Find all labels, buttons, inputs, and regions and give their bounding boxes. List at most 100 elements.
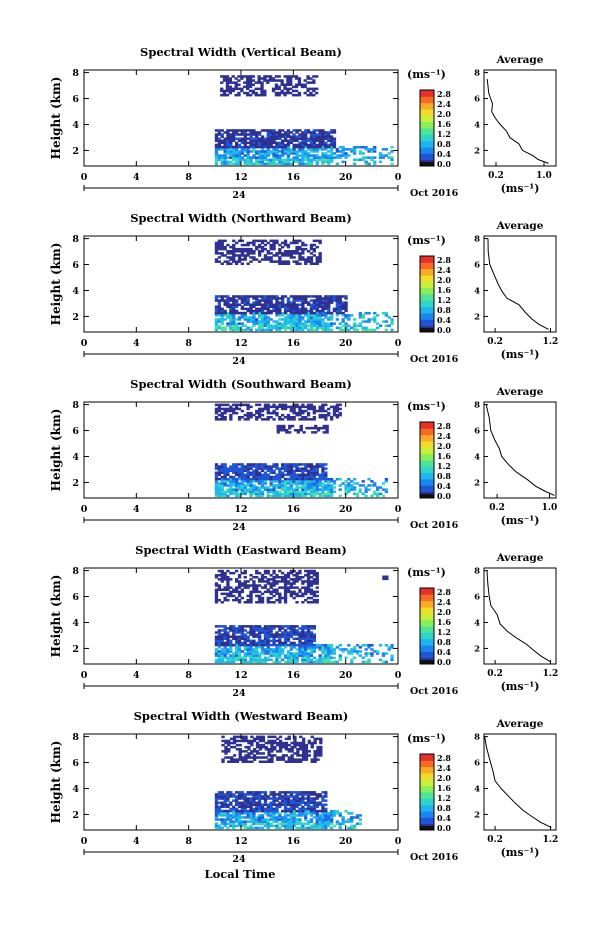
- heatmap-cell: [283, 254, 288, 257]
- heatmap-cell: [255, 297, 259, 300]
- x-tick-label: 8: [185, 338, 192, 349]
- heatmap-cell: [269, 297, 273, 300]
- heatmap-cell: [289, 131, 293, 134]
- heatmap-cell: [324, 297, 328, 300]
- heatmap-cell: [335, 156, 339, 159]
- heatmap-cell: [220, 580, 224, 583]
- heatmap-cell: [263, 475, 268, 479]
- heatmap-cell: [364, 660, 368, 664]
- heatmap-cell: [266, 639, 270, 643]
- heatmap-cell: [226, 592, 230, 596]
- heatmap-cell: [283, 322, 288, 325]
- heatmap-cell: [301, 631, 305, 634]
- heatmap-cell: [275, 299, 279, 302]
- heatmap-cell: [315, 816, 319, 819]
- heatmap-cell: [318, 252, 322, 255]
- heatmap-cell: [260, 809, 265, 813]
- heatmap-cell: [249, 627, 253, 630]
- heatmap-cell: [255, 494, 259, 498]
- heatmap-cell: [286, 143, 291, 147]
- heatmap-cell: [289, 656, 293, 659]
- heatmap-cell: [324, 416, 328, 419]
- heatmap-cell: [214, 805, 219, 809]
- heatmap-cell: [309, 322, 314, 325]
- heatmap-cell: [301, 162, 305, 166]
- heatmap-cell: [281, 631, 285, 634]
- heatmap-cell: [258, 141, 262, 145]
- heatmap-cell: [278, 637, 282, 640]
- heatmap-cell: [229, 814, 233, 817]
- heatmap-cell: [283, 320, 288, 323]
- heatmap-cell: [335, 405, 339, 409]
- heatmap-cell: [283, 801, 288, 804]
- heatmap-cell: [221, 758, 225, 761]
- heatmap-cell: [384, 480, 388, 483]
- heatmap-cell: [226, 648, 230, 651]
- heatmap-cell: [275, 411, 279, 415]
- heatmap-cell: [298, 245, 302, 249]
- heatmap-cell: [312, 93, 316, 97]
- heatmap-cell: [240, 152, 244, 155]
- colorbar-swatch: [420, 313, 434, 320]
- heatmap-cell: [272, 625, 276, 628]
- heatmap-cell: [361, 484, 365, 487]
- heatmap-cell: [252, 656, 256, 659]
- heatmap-cell: [301, 586, 305, 589]
- heatmap-cell: [249, 471, 253, 474]
- heatmap-cell: [298, 473, 302, 477]
- heatmap-cell: [252, 814, 256, 817]
- heatmap-cell: [309, 145, 314, 149]
- heatmap-cell: [229, 245, 233, 249]
- heatmap-cell: [332, 131, 337, 134]
- heatmap-cell: [275, 805, 279, 809]
- heatmap-cell: [272, 247, 276, 251]
- heatmap-cell: [306, 654, 311, 657]
- heatmap-cell: [240, 139, 244, 142]
- heatmap-cell: [266, 137, 270, 140]
- heatmap-cell: [286, 133, 291, 136]
- heatmap-cell: [306, 471, 311, 474]
- heatmap-cell: [275, 158, 279, 161]
- heatmap-cell: [325, 426, 329, 430]
- heatmap-cell: [335, 301, 339, 304]
- heatmap-cell: [283, 822, 288, 825]
- heatmap-cell: [263, 256, 268, 259]
- heatmap-cell: [324, 135, 328, 138]
- heatmap-cell: [315, 486, 319, 489]
- colorbar-swatch: [420, 434, 434, 442]
- heatmap-cell: [373, 328, 377, 332]
- colorbar-swatch: [420, 466, 434, 474]
- heatmap-cell: [312, 469, 316, 472]
- heatmap-cell: [227, 739, 231, 743]
- heatmap-cell: [235, 818, 239, 821]
- heatmap-cell: [309, 467, 314, 470]
- heatmap-cell: [309, 247, 314, 251]
- x-tick-label: 0: [81, 504, 88, 515]
- heatmap-cell: [347, 826, 351, 830]
- heatmap-cell: [214, 150, 219, 153]
- heatmap-cell: [318, 494, 322, 498]
- heatmap-cell: [321, 409, 325, 413]
- heatmap-cell: [220, 158, 224, 161]
- heatmap-cell: [220, 314, 224, 317]
- heatmap-cell: [237, 403, 242, 407]
- heatmap-cell: [243, 91, 247, 95]
- heatmap-cell: [292, 137, 296, 140]
- heatmap-cell: [249, 160, 253, 164]
- heatmap-cell: [244, 754, 248, 757]
- heatmap-cell: [243, 569, 247, 573]
- heatmap-cell: [281, 803, 285, 806]
- heatmap-cell: [321, 152, 325, 155]
- heatmap-cell: [301, 592, 305, 596]
- heatmap-cell: [318, 803, 322, 806]
- heatmap-cell: [313, 741, 317, 745]
- heatmap-cell: [220, 465, 224, 468]
- heatmap-cell: [255, 803, 259, 806]
- heatmap-cell: [338, 303, 342, 306]
- heatmap-cell: [306, 320, 311, 323]
- heatmap-cell: [358, 490, 362, 493]
- heatmap-cell: [327, 156, 331, 159]
- heatmap-cell: [260, 158, 265, 161]
- heatmap-cell: [217, 295, 221, 298]
- heatmap-cell: [260, 627, 265, 630]
